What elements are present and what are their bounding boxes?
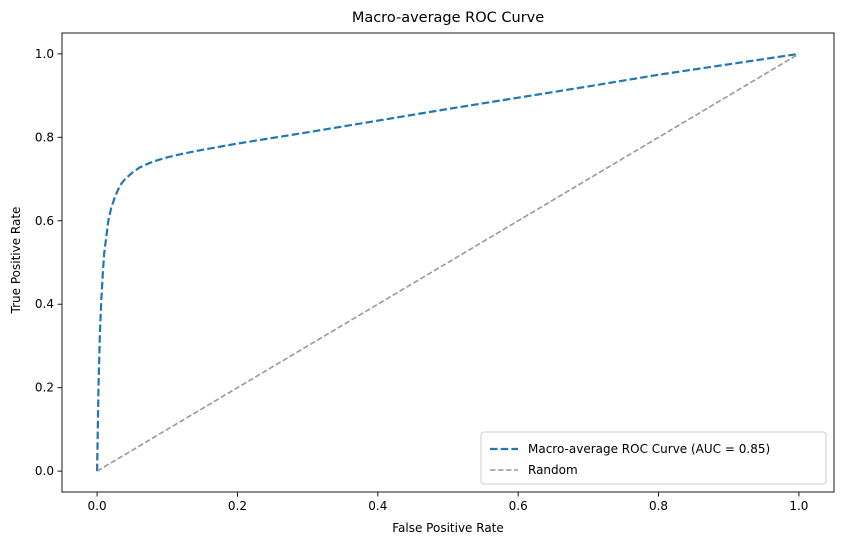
x-tick-label: 0.4 bbox=[368, 499, 387, 513]
x-tick-label: 0.6 bbox=[509, 499, 528, 513]
y-tick-label: 0.2 bbox=[35, 381, 54, 395]
plot-frame bbox=[61, 32, 835, 493]
x-tick-label: 0.0 bbox=[88, 499, 107, 513]
x-axis-label: False Positive Rate bbox=[392, 521, 504, 535]
y-tick-label: 0.4 bbox=[35, 297, 54, 311]
legend-box bbox=[480, 431, 827, 485]
plot-area: 0.0 0.2 0.4 0.6 0.8 1.0 0.0 0.2 0.4 0.6 0.8 1.0 bbox=[35, 32, 835, 513]
x-tick-label: 1.0 bbox=[789, 499, 808, 513]
chart-title: Macro-average ROC Curve bbox=[352, 10, 544, 26]
series-line-random bbox=[96, 53, 800, 472]
y-axis-label: True Positive Rate bbox=[9, 207, 23, 315]
y-tick-label: 0.6 bbox=[35, 214, 54, 228]
y-tick-label: 0.8 bbox=[35, 130, 54, 144]
x-tick-label: 0.2 bbox=[228, 499, 247, 513]
legend-label: Macro-average ROC Curve (AUC = 0.85) bbox=[528, 442, 770, 456]
y-tick-label: 1.0 bbox=[35, 47, 54, 61]
series-line-macro-roc bbox=[95, 52, 800, 472]
x-tick-label: 0.8 bbox=[649, 499, 668, 513]
y-tick-label: 0.0 bbox=[35, 464, 54, 478]
legend: Macro-average ROC Curve (AUC = 0.85) Rand… bbox=[480, 431, 827, 485]
legend-label: Random bbox=[528, 463, 578, 477]
